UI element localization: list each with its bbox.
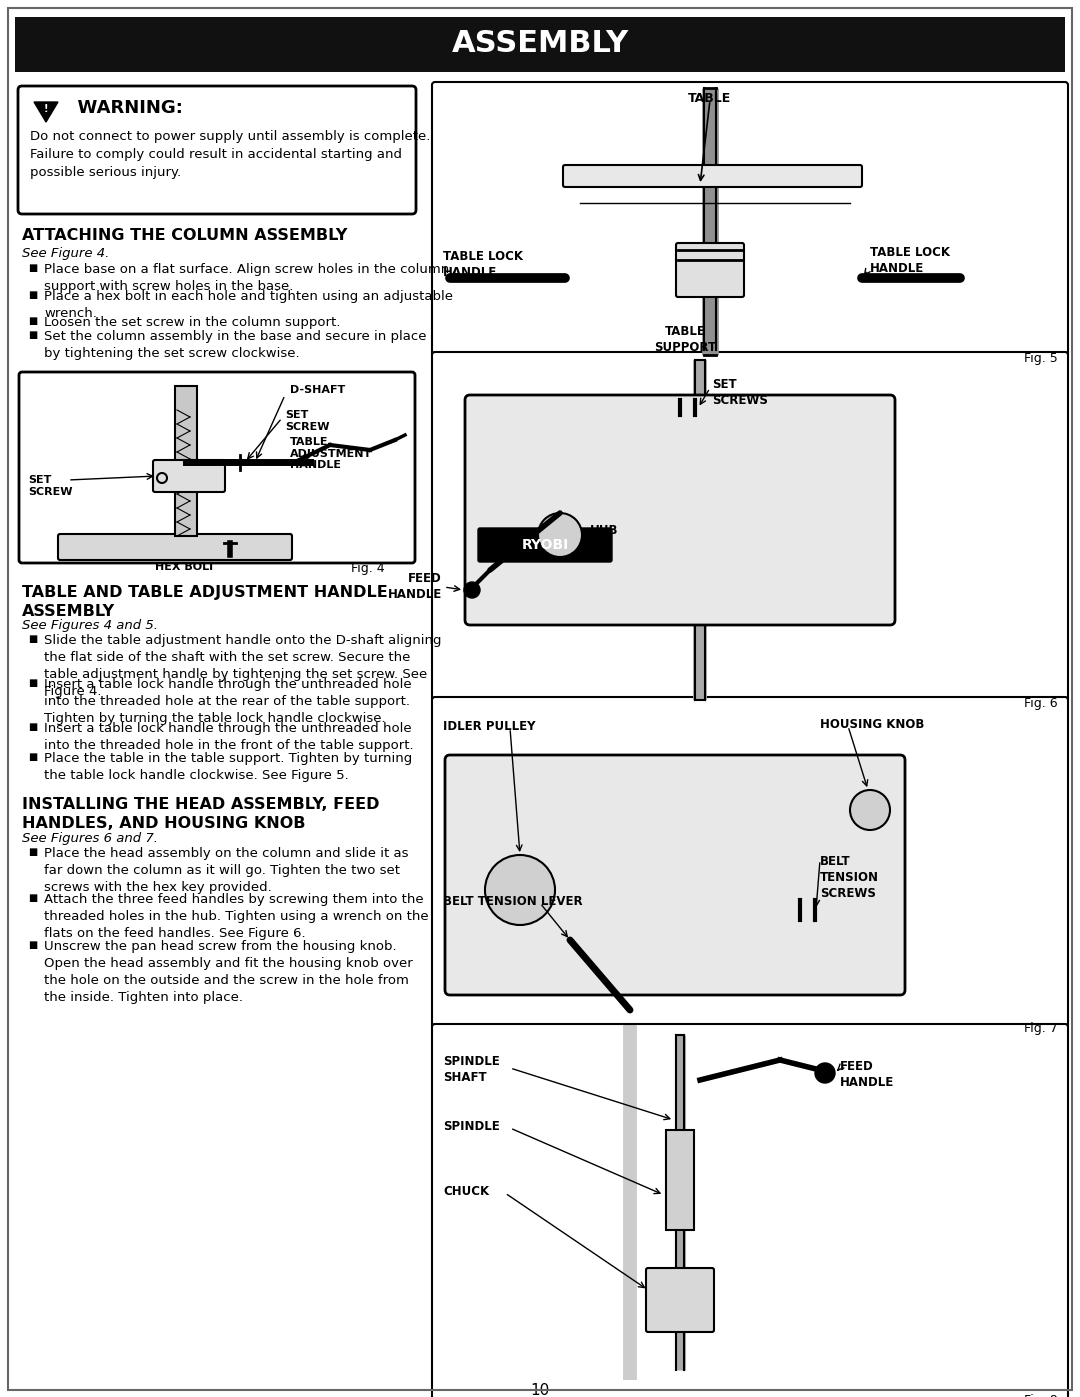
- Bar: [666, 1130, 694, 1229]
- Text: WARNING:: WARNING:: [65, 99, 183, 117]
- Text: BELT
TENSION
SCREWS: BELT TENSION SCREWS: [820, 855, 879, 900]
- Text: ■: ■: [28, 678, 37, 687]
- Text: TABLE: TABLE: [688, 92, 731, 105]
- Circle shape: [815, 1063, 835, 1083]
- FancyBboxPatch shape: [153, 460, 225, 492]
- Text: Insert a table lock handle through the unthreaded hole
into the threaded hole in: Insert a table lock handle through the u…: [44, 722, 414, 752]
- Text: Fig. 7: Fig. 7: [1024, 1023, 1058, 1035]
- FancyBboxPatch shape: [432, 82, 1068, 358]
- Text: IDLER PULLEY: IDLER PULLEY: [443, 719, 536, 733]
- Text: TABLE LOCK
HANDLE: TABLE LOCK HANDLE: [443, 250, 523, 279]
- Text: SET
SCREWS: SET SCREWS: [712, 379, 768, 407]
- Polygon shape: [33, 102, 58, 122]
- Circle shape: [538, 513, 582, 557]
- FancyBboxPatch shape: [465, 395, 895, 624]
- Text: TABLE LOCK
HANDLE: TABLE LOCK HANDLE: [870, 246, 950, 274]
- Text: ■: ■: [28, 847, 37, 856]
- Text: Set the column assembly in the base and secure in place
by tightening the set sc: Set the column assembly in the base and …: [44, 330, 427, 360]
- Circle shape: [464, 583, 480, 598]
- Text: ■: ■: [28, 940, 37, 950]
- Text: 10: 10: [530, 1383, 550, 1397]
- Text: Place the head assembly on the column and slide it as
far down the column as it : Place the head assembly on the column an…: [44, 847, 408, 894]
- Bar: [175, 386, 197, 536]
- Text: Unscrew the pan head screw from the housing knob.
Open the head assembly and fit: Unscrew the pan head screw from the hous…: [44, 940, 413, 1004]
- FancyBboxPatch shape: [646, 1268, 714, 1331]
- Text: TABLE
SUPPORT: TABLE SUPPORT: [653, 326, 716, 353]
- Text: !: !: [44, 103, 49, 115]
- Text: HOUSING KNOB: HOUSING KNOB: [820, 718, 924, 731]
- Text: TABLE
ADJUSTMENT
HANDLE: TABLE ADJUSTMENT HANDLE: [291, 437, 373, 471]
- Text: SPINDLE: SPINDLE: [443, 1120, 500, 1133]
- Text: Loosen the set screw in the column support.: Loosen the set screw in the column suppo…: [44, 316, 340, 330]
- Text: ■: ■: [28, 330, 37, 339]
- Text: See Figures 4 and 5.: See Figures 4 and 5.: [22, 619, 158, 631]
- Text: BELT TENSION LEVER: BELT TENSION LEVER: [443, 895, 582, 908]
- Text: ■: ■: [28, 893, 37, 902]
- Text: ASSEMBLY: ASSEMBLY: [451, 29, 629, 59]
- Text: CHUCK: CHUCK: [443, 1185, 489, 1199]
- FancyBboxPatch shape: [18, 87, 416, 214]
- Text: Do not connect to power supply until assembly is complete.
Failure to comply cou: Do not connect to power supply until ass…: [30, 130, 430, 179]
- FancyBboxPatch shape: [676, 243, 744, 298]
- Text: RYOBI: RYOBI: [522, 538, 569, 552]
- FancyBboxPatch shape: [58, 534, 292, 560]
- Circle shape: [850, 789, 890, 830]
- Text: Fig. 8: Fig. 8: [1024, 1394, 1058, 1397]
- Text: See Figures 6 and 7.: See Figures 6 and 7.: [22, 833, 158, 845]
- Text: SET
SCREW: SET SCREW: [285, 409, 329, 432]
- Text: HEX BOLT: HEX BOLT: [156, 562, 215, 571]
- Text: Place the table in the table support. Tighten by turning
the table lock handle c: Place the table in the table support. Ti…: [44, 752, 413, 782]
- FancyBboxPatch shape: [15, 17, 1065, 73]
- Text: SPINDLE
SHAFT: SPINDLE SHAFT: [443, 1055, 500, 1084]
- Text: Place base on a flat surface. Align screw holes in the column
support with screw: Place base on a flat surface. Align scre…: [44, 263, 449, 293]
- Text: ■: ■: [28, 752, 37, 761]
- Text: Insert a table lock handle through the unthreaded hole
into the threaded hole at: Insert a table lock handle through the u…: [44, 678, 411, 725]
- Text: D-SHAFT: D-SHAFT: [291, 386, 346, 395]
- Text: TABLE AND TABLE ADJUSTMENT HANDLE
ASSEMBLY: TABLE AND TABLE ADJUSTMENT HANDLE ASSEMB…: [22, 585, 388, 619]
- FancyBboxPatch shape: [478, 528, 612, 562]
- Text: SET
SCREW: SET SCREW: [28, 475, 72, 496]
- Text: ■: ■: [28, 722, 37, 732]
- FancyBboxPatch shape: [432, 697, 1068, 1028]
- Text: Slide the table adjustment handle onto the D-shaft aligning
the flat side of the: Slide the table adjustment handle onto t…: [44, 634, 442, 698]
- FancyBboxPatch shape: [563, 165, 862, 187]
- FancyBboxPatch shape: [445, 754, 905, 995]
- FancyBboxPatch shape: [19, 372, 415, 563]
- Text: INSTALLING THE HEAD ASSEMBLY, FEED
HANDLES, AND HOUSING KNOB: INSTALLING THE HEAD ASSEMBLY, FEED HANDL…: [22, 798, 379, 831]
- Text: Fig. 5: Fig. 5: [1024, 352, 1058, 365]
- Text: ■: ■: [28, 634, 37, 644]
- Text: ■: ■: [28, 291, 37, 300]
- FancyBboxPatch shape: [432, 1024, 1068, 1397]
- Text: FEED
HANDLE: FEED HANDLE: [840, 1060, 894, 1090]
- Text: Fig. 6: Fig. 6: [1024, 697, 1058, 710]
- Text: Attach the three feed handles by screwing them into the
threaded holes in the hu: Attach the three feed handles by screwin…: [44, 893, 429, 940]
- Text: Fig. 4: Fig. 4: [351, 562, 384, 576]
- Text: See Figure 4.: See Figure 4.: [22, 247, 109, 260]
- Text: HUB: HUB: [590, 524, 619, 536]
- Text: FEED
HANDLE: FEED HANDLE: [388, 573, 442, 602]
- Circle shape: [485, 855, 555, 925]
- Text: ■: ■: [28, 263, 37, 272]
- Text: ATTACHING THE COLUMN ASSEMBLY: ATTACHING THE COLUMN ASSEMBLY: [22, 228, 348, 243]
- Text: ■: ■: [28, 316, 37, 326]
- Text: Place a hex bolt in each hole and tighten using an adjustable
wrench.: Place a hex bolt in each hole and tighte…: [44, 291, 453, 320]
- FancyBboxPatch shape: [432, 352, 1068, 703]
